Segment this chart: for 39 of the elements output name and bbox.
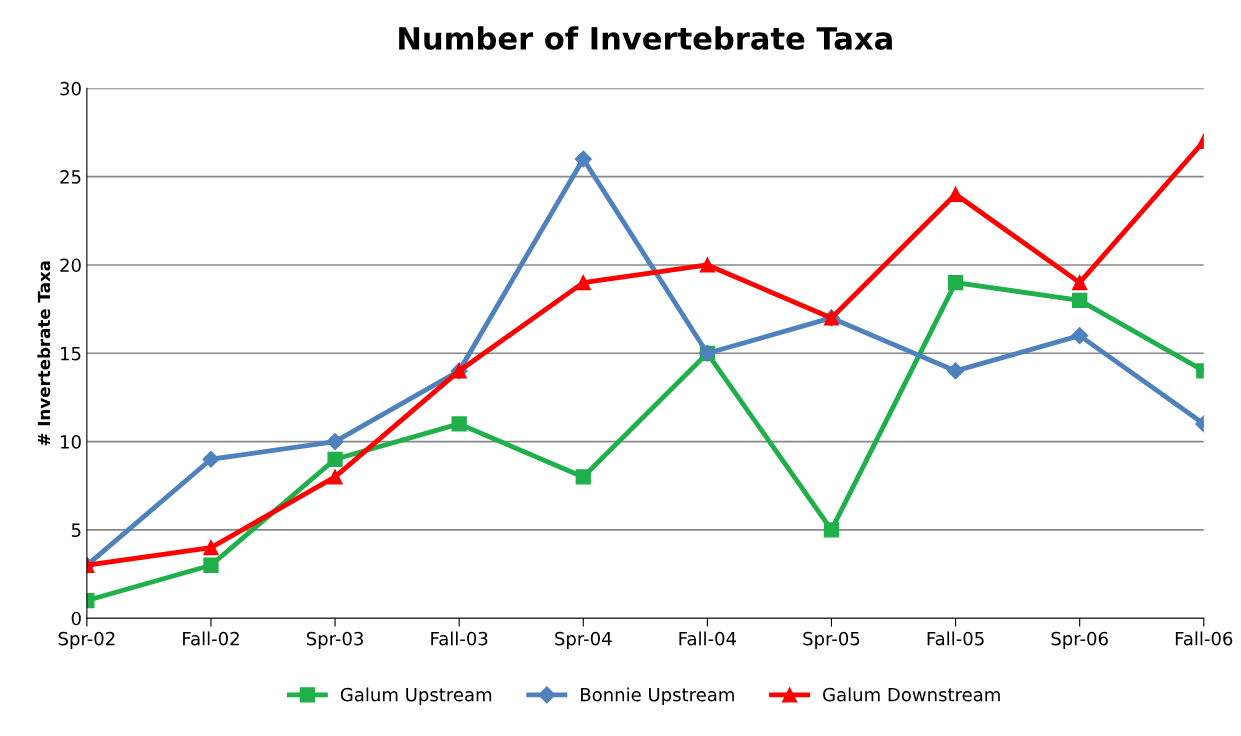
y-tick-label: 0 (71, 611, 81, 626)
point (575, 274, 591, 291)
x-tick-label: Fall-06 (1175, 631, 1233, 646)
y-tick-label: 30 (60, 81, 81, 96)
x-tick-label: Spr-06 (1051, 631, 1108, 649)
y-tick-label: 25 (60, 170, 81, 184)
x-tick-label: Spr-04 (555, 631, 612, 649)
point (574, 150, 592, 168)
x-tick-label: Fall-02 (183, 631, 239, 646)
point (451, 416, 467, 432)
x-tick-label: Spr-02 (58, 631, 115, 649)
point (823, 522, 840, 538)
x-tick-label: Spr-03 (306, 631, 363, 649)
x-tick-label: Fall-04 (679, 631, 737, 646)
point (202, 450, 220, 468)
legend-label: Galum Downstream (823, 687, 1000, 702)
x-tick-label: Fall-03 (431, 631, 488, 646)
y-axis-title: # Invertebrate Taxa (37, 261, 51, 446)
y-tick-label: 10 (61, 435, 81, 449)
chart-title: Number of Invertebrate Taxa (399, 26, 892, 50)
point (327, 451, 343, 467)
legend-label: Bonnie Upstream (581, 687, 734, 705)
point (203, 557, 219, 573)
point (699, 257, 716, 273)
point (575, 469, 591, 485)
point (1072, 274, 1088, 291)
y-tick-label: 15 (61, 346, 81, 361)
x-tick-label: Spr-05 (803, 631, 860, 649)
y-tick-label: 20 (60, 258, 81, 273)
point (203, 539, 219, 556)
y-tick-label: 5 (71, 523, 81, 538)
point (327, 469, 343, 485)
point (1072, 292, 1088, 308)
point (1071, 327, 1089, 345)
point (947, 362, 965, 380)
x-tick-label: Fall-05 (927, 631, 984, 646)
point (947, 274, 964, 291)
legend-label: Galum Upstream (340, 687, 492, 705)
point (326, 433, 344, 451)
